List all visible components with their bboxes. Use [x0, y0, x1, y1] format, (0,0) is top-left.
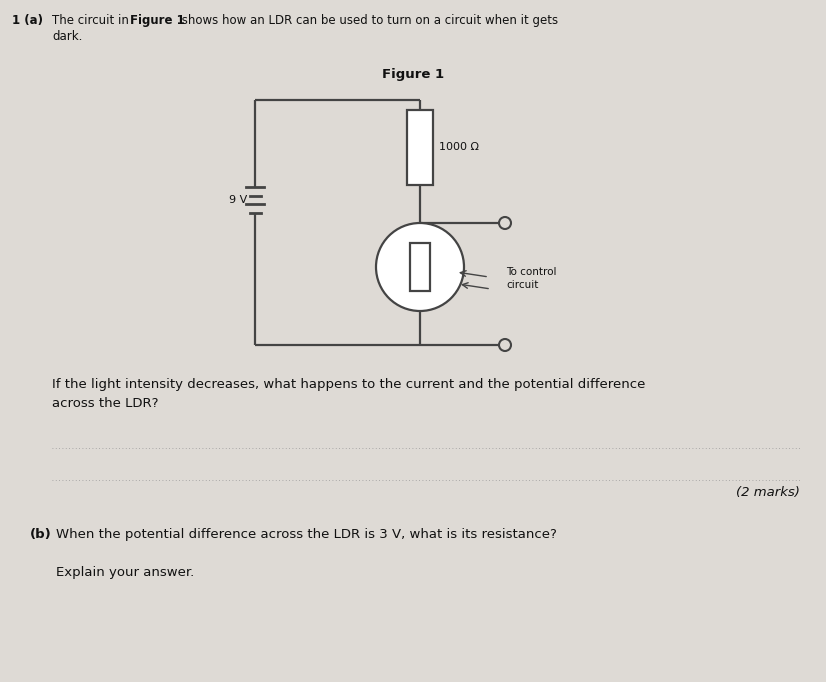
- Text: circuit: circuit: [506, 280, 539, 290]
- Text: 1000 Ω: 1000 Ω: [439, 143, 479, 153]
- Text: shows how an LDR can be used to turn on a circuit when it gets: shows how an LDR can be used to turn on …: [178, 14, 558, 27]
- Text: If the light intensity decreases, what happens to the current and the potential : If the light intensity decreases, what h…: [52, 378, 645, 391]
- Circle shape: [499, 217, 511, 229]
- Text: Figure 1: Figure 1: [130, 14, 185, 27]
- Bar: [410, 243, 430, 291]
- Circle shape: [499, 339, 511, 351]
- Text: dark.: dark.: [52, 30, 83, 43]
- Text: The circuit in: The circuit in: [52, 14, 133, 27]
- Text: across the LDR?: across the LDR?: [52, 397, 159, 410]
- Bar: [407, 110, 433, 185]
- Text: (2 marks): (2 marks): [736, 486, 800, 499]
- Circle shape: [376, 223, 464, 311]
- Text: To control: To control: [506, 267, 557, 277]
- Text: When the potential difference across the LDR is 3 V, what is its resistance?: When the potential difference across the…: [56, 528, 557, 541]
- Text: (b): (b): [30, 528, 52, 541]
- Text: Explain your answer.: Explain your answer.: [56, 566, 194, 579]
- Text: Figure 1: Figure 1: [382, 68, 444, 81]
- Text: 1 (a): 1 (a): [12, 14, 43, 27]
- Text: 9 V: 9 V: [229, 195, 247, 205]
